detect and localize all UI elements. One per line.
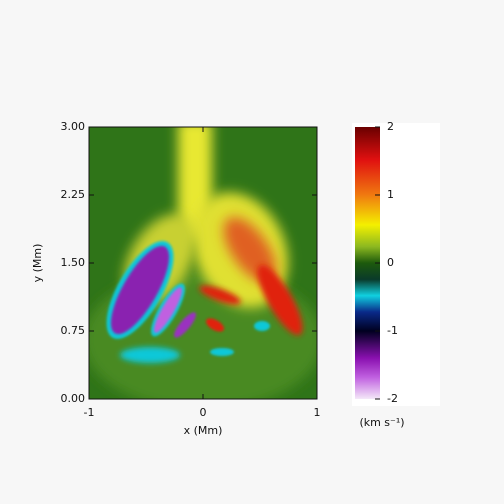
colorbar-tick-label: 1 bbox=[387, 188, 394, 201]
colorbar-tick-label: 0 bbox=[387, 256, 394, 269]
x-tick-label: 1 bbox=[314, 406, 321, 419]
y-tick-label: 1.50 bbox=[61, 256, 86, 269]
x-tick-label: -1 bbox=[84, 406, 95, 419]
colorbar-tick-label: -2 bbox=[387, 392, 398, 405]
velocity-field bbox=[89, 127, 317, 399]
colorbar-label: (km s⁻¹) bbox=[359, 416, 404, 429]
y-axis-label: y (Mm) bbox=[31, 244, 44, 283]
x-tick-label: 0 bbox=[200, 406, 207, 419]
y-tick-label: 0.75 bbox=[61, 324, 86, 337]
y-tick-label: 2.25 bbox=[61, 188, 86, 201]
colorbar-tick-label: 2 bbox=[387, 120, 394, 133]
x-axis-label: x (Mm) bbox=[184, 424, 223, 437]
y-tick-label: 0.00 bbox=[61, 392, 86, 405]
colorbar-tick-label: -1 bbox=[387, 324, 398, 337]
y-tick-label: 3.00 bbox=[61, 120, 86, 133]
